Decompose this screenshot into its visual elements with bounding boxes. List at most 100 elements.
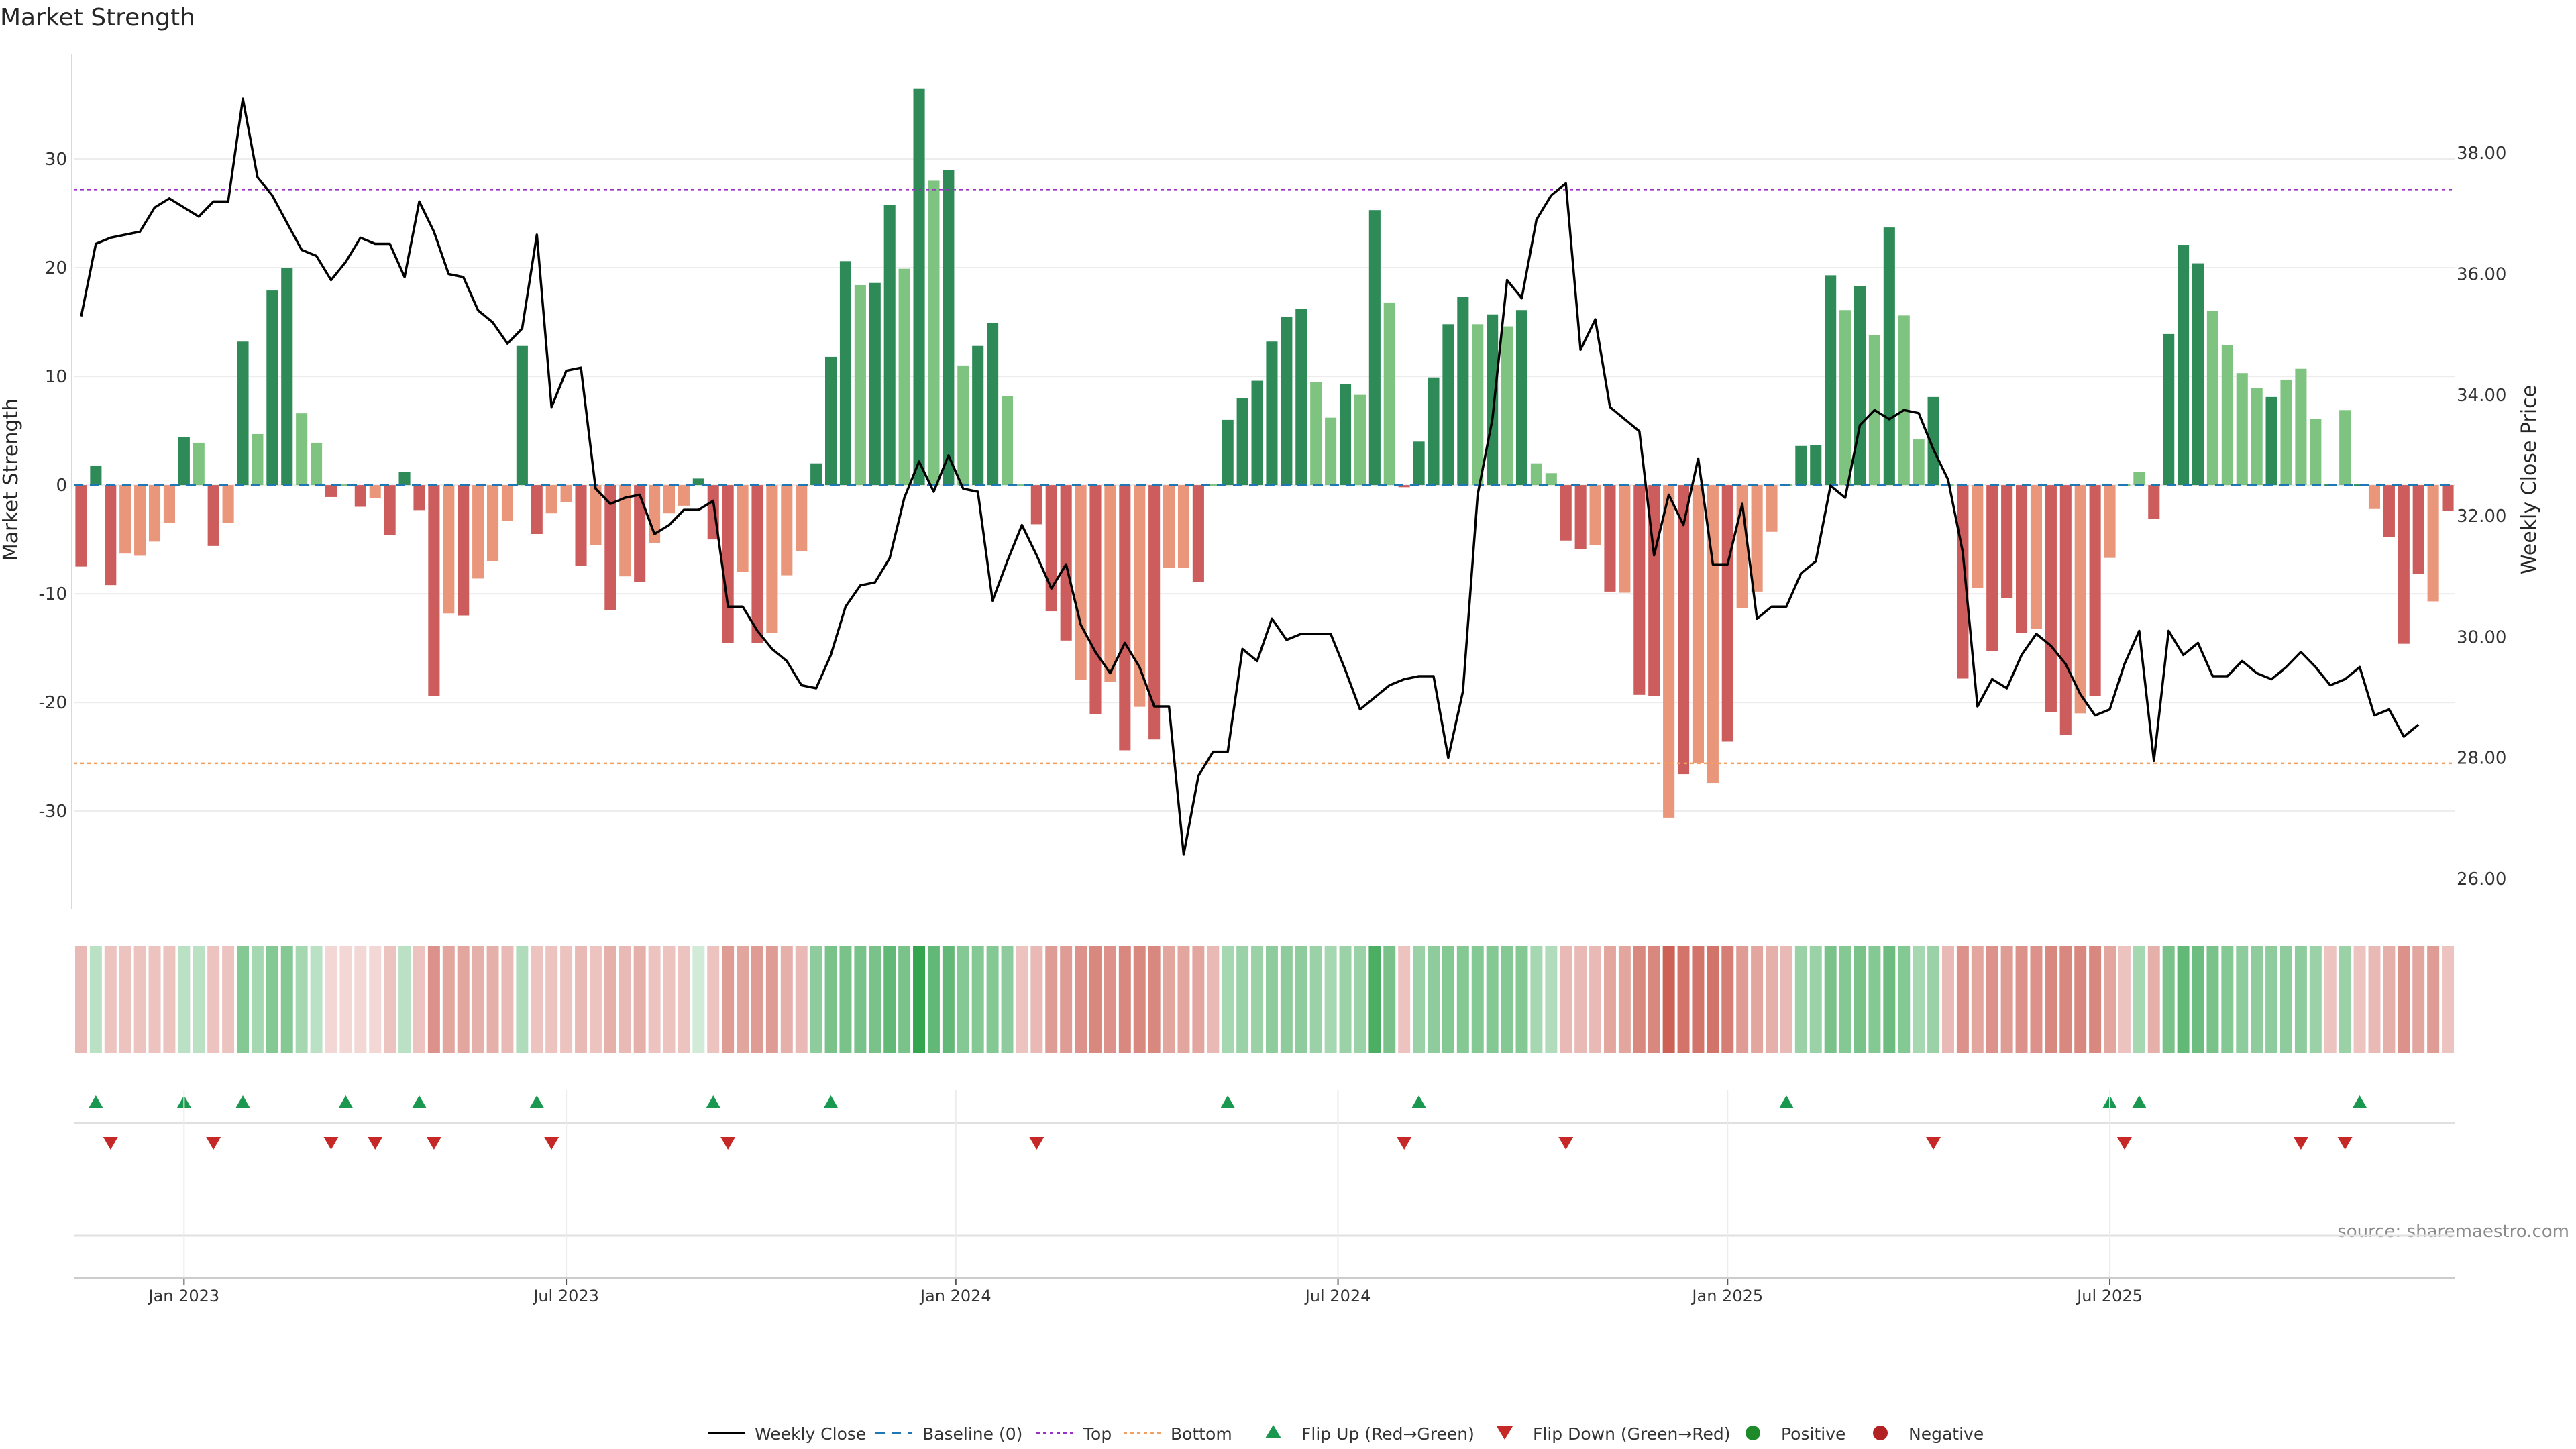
left-tick-label: -30 [39,802,67,822]
heat-cell [310,946,323,1053]
flip-up-marker [88,1095,103,1108]
strength-bar [1501,326,1513,486]
heat-cell [1839,946,1851,1053]
heat-cell [1854,946,1866,1053]
heat-cell [2368,946,2381,1053]
strength-bar [1957,485,1969,679]
strength-bar [590,485,602,545]
heat-cell [1118,946,1131,1053]
flip-down-marker [2293,1137,2308,1150]
heat-cell [1383,946,1396,1053]
strength-bar [1119,485,1131,751]
flip-down-marker [2116,1137,2132,1150]
heat-cell [398,946,411,1053]
heat-cell [325,946,337,1053]
heat-cell [1207,946,1220,1053]
right-tick-label: 32.00 [2457,506,2506,527]
heat-cell [2192,946,2204,1053]
reference-lines [74,189,2455,765]
strength-bar [398,472,411,486]
legend-label: Weekly Close [755,1424,866,1444]
heat-cell [1471,946,1484,1053]
strength-bar [1839,310,1851,486]
x-tick-label: Jan 2023 [148,1287,220,1305]
heat-cell [1486,946,1499,1053]
heat-cell [707,946,720,1053]
heat-cell [1662,946,1675,1053]
weekly-close-line [80,97,2420,856]
flip-up-marker [706,1095,721,1108]
flip-down-marker [544,1137,559,1150]
strength-bar [1515,310,1528,486]
heat-cell [1163,946,1175,1053]
strength-bar [575,485,587,566]
strength-bar [1986,485,1998,651]
heat-cell [2309,946,2322,1053]
strength-bar [1266,341,1278,486]
strength-bar [1060,485,1072,641]
strength-bar [413,485,425,511]
legend-negative-swatch [1873,1426,1888,1440]
strength-bar [2178,245,2190,486]
strength-bar [266,290,278,486]
heat-cell [457,946,470,1053]
strength-bar [898,268,910,486]
heat-cell [1883,946,1896,1053]
strength-bar [428,485,440,696]
heat-cell [89,946,102,1053]
strength-bar [1604,485,1616,592]
strength-bar [839,261,852,486]
strength-bar [1001,396,1014,486]
strength-bar [1663,485,1675,818]
strength-bar [296,413,308,486]
strength-bar [1310,382,1322,486]
strength-bar [1134,485,1146,707]
axes: 30 20 10 0 -10 -20 -30 38.00 36.00 34.00 32.00 30.0… [0,54,2541,909]
heat-cell [1295,946,1307,1053]
legend-label: Flip Up (Red→Green) [1301,1424,1474,1444]
x-tick-label: Jul 2025 [2076,1287,2143,1305]
heat-cell [1751,946,1764,1053]
heat-cell [1971,946,1984,1053]
strength-bar [2236,373,2248,486]
strength-bar [825,356,837,486]
strength-bar [1472,324,1484,486]
heat-cell [1368,946,1381,1053]
heat-cell [222,946,235,1053]
right-axis-label: Weekly Close Price [2518,385,2541,574]
flip-down-marker [1926,1137,1941,1150]
strength-bar [1383,302,1395,486]
strength-bar [119,485,131,554]
heat-cell [163,946,176,1053]
left-tick-label: 30 [45,150,67,170]
strength-bar [1251,380,1263,486]
strength-bar [1721,485,1733,742]
heat-cell [1913,946,1925,1053]
heat-cell [2089,946,2102,1053]
heat-cell [1354,946,1366,1053]
strength-bar [987,323,999,486]
left-tick-label: -10 [39,584,67,604]
strength-bar [883,205,896,486]
strength-bar [1148,485,1161,740]
heat-cell [104,946,117,1053]
heat-cell [1309,946,1322,1053]
flip-up-marker [529,1095,545,1108]
heat-cell [2280,946,2292,1053]
strength-bar [384,485,396,535]
heat-cell [178,946,191,1053]
strength-bar [1045,485,1057,612]
heat-cell [1603,946,1616,1053]
strength-bars [75,88,2454,818]
heat-cell [486,946,499,1053]
strength-bar [207,485,219,546]
heat-cell [531,946,543,1053]
strength-bar [2030,485,2043,629]
strength-bar [1898,315,1910,486]
strength-bar [1677,485,1690,775]
heat-cell [1236,946,1249,1053]
flip-down-marker [1397,1137,1412,1150]
heat-cell [1941,946,1954,1053]
heat-cell [237,946,249,1053]
heat-cell [193,946,205,1053]
